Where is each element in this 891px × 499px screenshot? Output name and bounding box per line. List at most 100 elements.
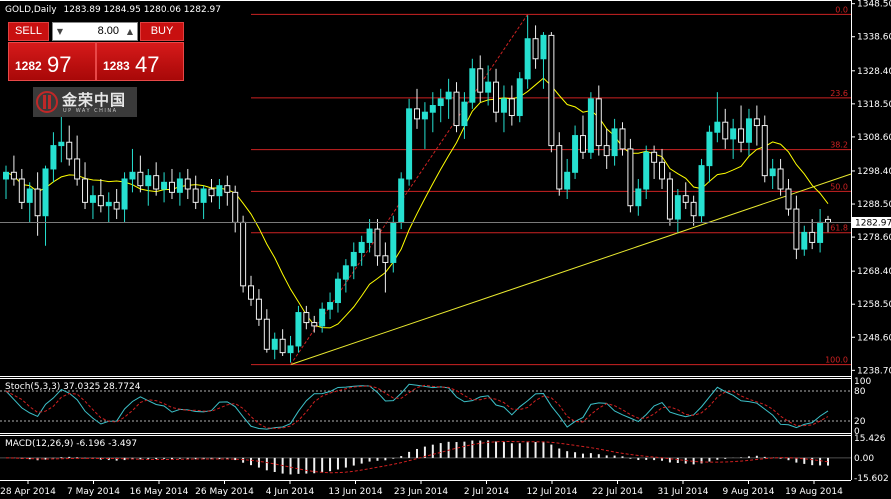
candle-body (224, 185, 231, 193)
candle-body (579, 135, 586, 153)
date-tick-label: 12 Jul 2014 (527, 487, 578, 497)
candle-body (129, 171, 136, 180)
candle-body (421, 111, 428, 120)
price-tick-label: 1268.40 (857, 267, 891, 277)
candle-body (603, 145, 610, 157)
candle-body (516, 78, 523, 117)
candle-body (564, 171, 571, 190)
candle-body (651, 151, 658, 163)
candle-body (295, 312, 302, 347)
candle-body (18, 178, 25, 203)
logo-mark-icon (36, 91, 58, 113)
price-axis: 1348.50 1338.60 1328.40 1318.50 1308.60 1298.… (851, 0, 891, 376)
candle-body (477, 68, 484, 93)
candle-body (738, 128, 745, 143)
candle-body (58, 141, 65, 147)
candle-body (761, 125, 768, 177)
candle-body (572, 135, 579, 173)
candle-body (200, 188, 207, 203)
lot-decrease-icon[interactable]: ▼ (56, 27, 64, 36)
stochastic-label: Stoch(5,3,3) 37.0325 28.7724 (5, 382, 141, 392)
date-tick-label: 4 Jun 2014 (266, 487, 315, 497)
date-tick-label: 28 Apr 2014 (0, 487, 56, 497)
fib-level-label: 0.0 (835, 5, 848, 14)
buy-price-pips: 47 (135, 52, 160, 77)
macd-label: MACD(12,26,9) -6.196 -3.497 (5, 439, 137, 449)
candle-body (406, 108, 413, 180)
sell-price-box[interactable]: 1282 97 (8, 42, 96, 81)
candle-body (508, 98, 515, 117)
candle-body (10, 171, 17, 180)
price-candles (3, 15, 831, 363)
candle-body (706, 131, 713, 167)
candle-body (145, 175, 152, 187)
sell-button[interactable]: SELL (8, 22, 49, 41)
candle-body (453, 91, 460, 127)
candle-body (334, 278, 341, 304)
date-tick-label: 22 Jul 2014 (592, 487, 643, 497)
candle-body (556, 145, 563, 190)
candle-body (240, 221, 247, 287)
price-tick-label: 1248.60 (857, 333, 891, 343)
candle-body (153, 175, 160, 190)
price-tick-label: 1238.70 (857, 366, 891, 376)
fibonacci-levels[interactable]: 0.0 23.6 38.2 50.0 61.8 100.0 (251, 5, 851, 366)
price-tick-label: 1278.60 (857, 233, 891, 243)
price-tick-label: 1288.50 (857, 200, 891, 210)
moving-average (5, 77, 829, 329)
candle-body (97, 195, 104, 207)
lot-size-input[interactable] (67, 24, 119, 38)
candle-body (176, 178, 183, 193)
candle-body (540, 34, 547, 60)
one-click-trading-panel: SELL ▼ ▲ BUY 1282 97 1283 47 (4, 20, 186, 82)
date-tick-label: 9 Aug 2014 (723, 487, 775, 497)
chart-title: GOLD,Daily 1283.89 1284.95 1280.06 1282.… (5, 5, 221, 15)
trend-lines[interactable] (290, 14, 852, 366)
candle-body (611, 128, 618, 157)
date-tick-label: 23 Jun 2014 (394, 487, 448, 497)
candle-body (26, 188, 33, 203)
buy-price-box[interactable]: 1283 47 (96, 42, 184, 81)
fib-level-label: 23.6 (830, 89, 848, 98)
candle-body (192, 188, 199, 203)
candle-body (643, 151, 650, 190)
date-tick-label: 7 May 2014 (67, 487, 120, 497)
candle-body (730, 128, 737, 140)
candle-body (682, 195, 689, 203)
candle-body (168, 181, 175, 193)
candle-body (382, 255, 389, 263)
candle-body (374, 228, 381, 257)
macd-panel: 15.426 0.00 -15.602 (0, 434, 889, 484)
candle-body (635, 188, 642, 207)
price-tick-label: 1318.50 (857, 100, 891, 110)
date-tick-label: 26 May 2014 (195, 487, 254, 497)
candle-body (493, 81, 500, 113)
candle-body (666, 178, 673, 220)
stoch-axis-label: 20 (854, 417, 866, 427)
panel-frames (0, 0, 852, 481)
candle-body (113, 201, 120, 210)
price-tick-label: 1298.40 (857, 167, 891, 177)
lot-increase-icon[interactable]: ▲ (126, 27, 134, 36)
fib-level-label: 38.2 (830, 141, 848, 150)
candle-body (184, 178, 191, 190)
candle-body (303, 312, 310, 324)
candle-body (42, 168, 49, 217)
logo-subtext: UP WAY CHINA (63, 108, 118, 114)
stoch-axis-label: 100 (854, 377, 871, 387)
lot-size-stepper[interactable]: ▼ ▲ (52, 22, 138, 41)
candle-body (342, 265, 349, 280)
date-tick-label: 19 Aug 2014 (785, 487, 843, 497)
candle-body (311, 322, 318, 327)
date-axis: 28 Apr 2014 7 May 2014 16 May 2014 26 May 2… (0, 480, 843, 497)
candle-body (319, 308, 326, 327)
candle-body (248, 285, 255, 300)
candle-body (74, 158, 81, 180)
candle-body (208, 188, 215, 197)
candle-body (3, 171, 9, 180)
buy-button[interactable]: BUY (140, 22, 184, 41)
candle-body (714, 121, 721, 133)
candle-body (753, 118, 760, 127)
